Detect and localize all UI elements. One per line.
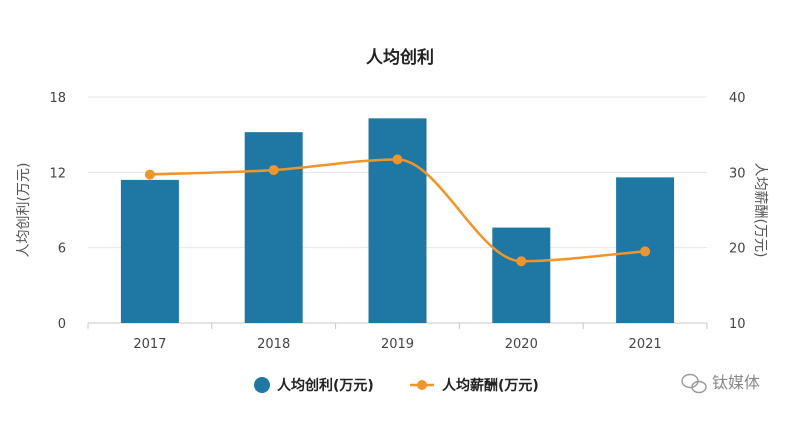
x-tick-label: 2021 — [629, 337, 662, 352]
x-tick-label: 2017 — [133, 337, 166, 352]
wechat-icon — [681, 373, 707, 394]
legend: 人均创利(万元) 人均薪酬(万元) — [254, 377, 539, 394]
y-axis-right: 10 20 30 40 — [729, 91, 746, 332]
bar-series — [120, 118, 675, 323]
y-left-tick-label: 6 — [58, 242, 66, 257]
x-tick-label: 2018 — [257, 337, 290, 352]
y-right-tick-label: 30 — [729, 166, 746, 181]
bar — [368, 118, 427, 323]
y-axis-left: 0 6 12 18 — [49, 91, 66, 332]
line-point — [516, 256, 527, 267]
legend-line-marker — [417, 380, 427, 390]
bar — [120, 179, 179, 323]
watermark-text: 钛媒体 — [712, 373, 760, 392]
line-series — [144, 154, 651, 267]
chart-title: 人均创利 — [366, 47, 434, 68]
line-point — [640, 246, 651, 257]
y-left-tick-label: 12 — [49, 166, 66, 181]
legend-bar-label: 人均创利(万元) — [277, 377, 374, 394]
line-point — [144, 169, 155, 180]
y-left-tick-label: 0 — [58, 317, 66, 332]
bar — [492, 227, 551, 323]
line-point — [268, 165, 279, 176]
x-tick-label: 2019 — [381, 337, 414, 352]
legend-bar-swatch — [254, 377, 270, 393]
line-point — [392, 154, 403, 165]
legend-item-bar[interactable]: 人均创利(万元) — [254, 377, 374, 394]
watermark: 钛媒体 — [681, 373, 760, 394]
legend-item-line[interactable]: 人均薪酬(万元) — [410, 377, 539, 394]
bar — [244, 132, 303, 323]
y-axis-left-title: 人均创利(万元) — [16, 163, 32, 258]
y-right-tick-label: 40 — [729, 91, 746, 106]
y-right-tick-label: 10 — [729, 317, 746, 332]
y-left-tick-label: 18 — [49, 91, 66, 106]
legend-line-label: 人均薪酬(万元) — [442, 377, 539, 394]
y-axis-right-title: 人均薪酬(万元) — [752, 163, 768, 258]
x-tick-label: 2020 — [505, 337, 538, 352]
y-right-tick-label: 20 — [729, 242, 746, 257]
x-axis: 2017 2018 2019 2020 2021 — [87, 323, 708, 352]
